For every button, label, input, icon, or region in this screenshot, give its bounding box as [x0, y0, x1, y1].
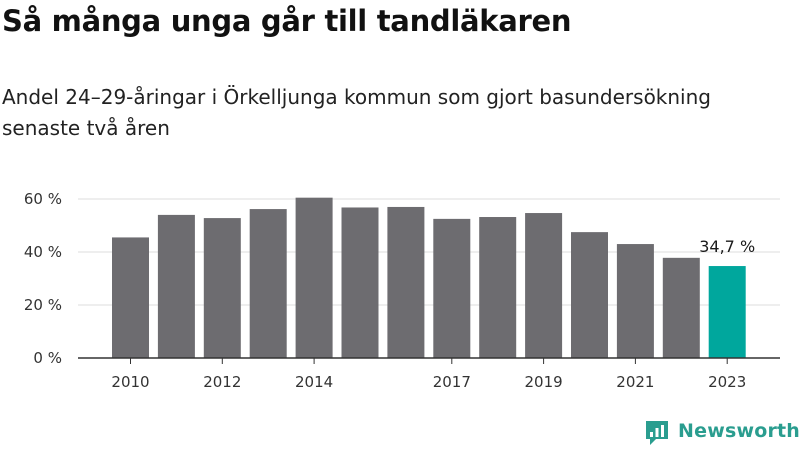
- bar: [157, 214, 195, 358]
- bar-chart: 0 % 20 % 40 % 60 % 34,7 % 2010 2012 2014 2017 201…: [24, 190, 780, 391]
- x-tick-label: 2012: [203, 373, 241, 391]
- y-tick-label: 20 %: [24, 296, 62, 314]
- x-tick-label: 2010: [111, 373, 149, 391]
- bar: [341, 207, 379, 358]
- chart-title: Så många unga går till tandläkaren: [2, 4, 572, 38]
- x-tick-label: 2017: [433, 373, 471, 391]
- bar: [708, 266, 746, 358]
- bar: [616, 244, 654, 358]
- bar: [387, 206, 425, 358]
- data-label: 34,7 %: [699, 237, 755, 256]
- bar: [571, 232, 608, 358]
- x-tick-label: 2014: [295, 373, 333, 391]
- y-tick-label: 40 %: [24, 243, 62, 261]
- x-tick-label: 2019: [525, 373, 563, 391]
- y-tick-label: 0 %: [33, 349, 62, 367]
- bar: [433, 218, 471, 358]
- newsworthy-logo-icon: [646, 421, 668, 445]
- bar: [662, 257, 700, 358]
- bar: [249, 209, 287, 358]
- x-tick-label: 2023: [708, 373, 746, 391]
- bar: [203, 218, 241, 358]
- bar: [112, 237, 149, 358]
- chart-subtitle: Andel 24–29-åringar i Örkelljunga kommun…: [2, 85, 711, 140]
- bar: [295, 197, 333, 358]
- y-tick-label: 60 %: [24, 190, 62, 208]
- brand-name: Newsworthy: [678, 420, 800, 442]
- bar: [479, 217, 517, 358]
- x-tick-label: 2021: [616, 373, 654, 391]
- bar: [525, 213, 563, 358]
